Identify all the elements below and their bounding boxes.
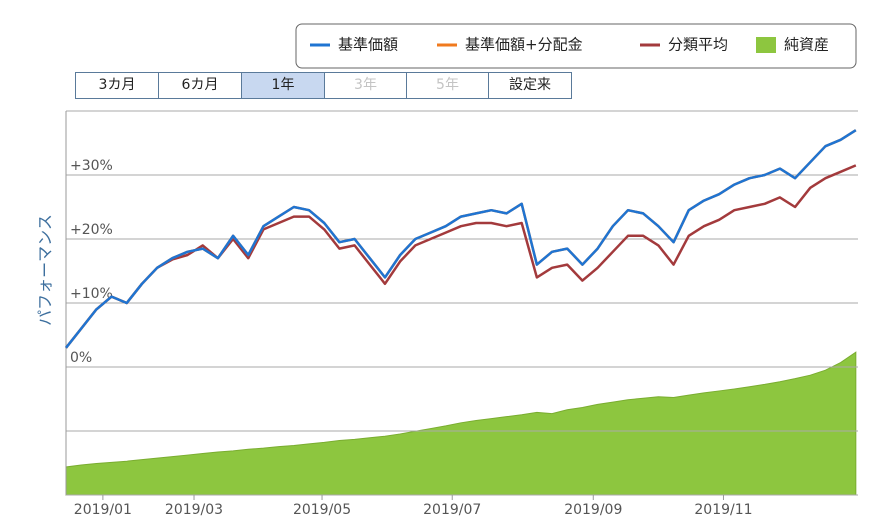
legend-label: 純資産 bbox=[784, 36, 829, 54]
legend-label: 分類平均 bbox=[668, 36, 728, 54]
y-axis-label: パフォーマンス bbox=[36, 214, 55, 326]
y-tick-label: 0% bbox=[70, 350, 92, 366]
line-series bbox=[65, 164, 857, 349]
x-tick-label: 2019/05 bbox=[293, 502, 351, 518]
range-button: 5年 bbox=[406, 72, 489, 99]
y-tick-label: +20% bbox=[70, 222, 113, 238]
range-button: 3年 bbox=[324, 72, 407, 99]
x-tick-label: 2019/07 bbox=[423, 502, 481, 518]
x-tick-label: 2019/03 bbox=[165, 502, 223, 518]
line-series bbox=[65, 129, 857, 349]
x-tick-label: 2019/11 bbox=[694, 502, 752, 518]
legend-box bbox=[295, 23, 857, 69]
legend-label: 基準価額 bbox=[338, 36, 398, 54]
range-button[interactable]: 設定来 bbox=[488, 72, 572, 99]
range-button[interactable]: 1年 bbox=[241, 72, 325, 99]
x-tick-label: 2019/01 bbox=[74, 502, 132, 518]
range-button[interactable]: 6カ月 bbox=[158, 72, 242, 99]
x-tick-label: 2019/09 bbox=[564, 502, 622, 518]
net-assets-area bbox=[65, 351, 857, 496]
legend-label: 基準価額+分配金 bbox=[465, 36, 583, 54]
range-button[interactable]: 3カ月 bbox=[75, 72, 159, 99]
y-tick-label: +30% bbox=[70, 158, 113, 174]
y-tick-label: +10% bbox=[70, 286, 113, 302]
legend-swatch bbox=[756, 37, 776, 53]
